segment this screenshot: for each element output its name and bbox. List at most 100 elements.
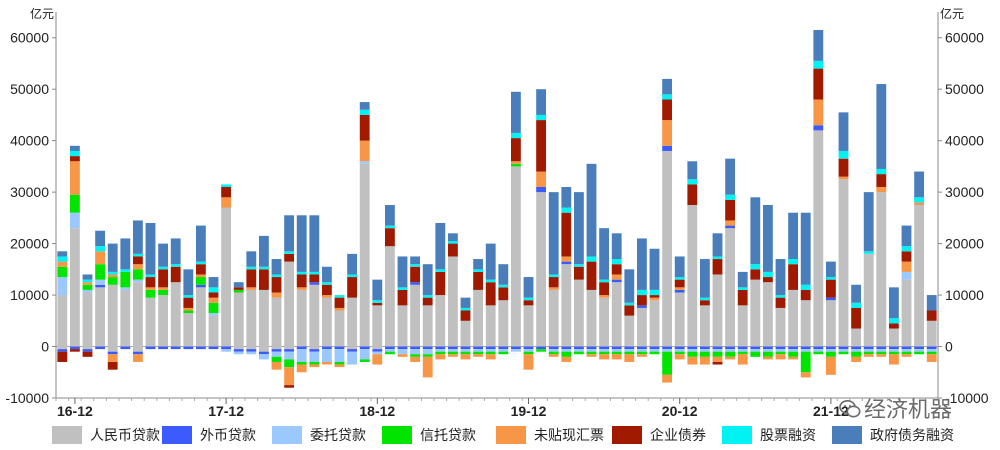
bar-segment (82, 351, 93, 357)
bar-segment (775, 259, 786, 296)
bar-segment (838, 158, 849, 177)
legend-label: 人民币贷款 (90, 427, 160, 443)
bar-segment (95, 279, 106, 285)
y-tick-label-left: 0 (41, 339, 49, 355)
bar-segment (800, 300, 811, 347)
bar-segment (876, 351, 887, 355)
bar-segment (573, 279, 584, 347)
bar-segment (309, 361, 320, 365)
bar-segment (662, 349, 673, 352)
bar-segment (145, 289, 156, 298)
bar-segment (258, 269, 269, 290)
bar-segment (762, 346, 773, 350)
bar-segment (158, 289, 169, 296)
bar-segment (536, 186, 547, 193)
bar-segment (750, 197, 761, 265)
bar-segment (926, 310, 937, 321)
bar-segment (372, 354, 383, 365)
bar-segment (838, 349, 849, 352)
bar-segment (523, 277, 534, 298)
bar-segment (145, 223, 156, 275)
bar-segment (901, 354, 912, 357)
bar-segment (674, 354, 685, 360)
bar-segment (271, 356, 282, 362)
bar-segment (851, 351, 862, 357)
bar-segment (536, 192, 547, 347)
bar-segment (725, 220, 736, 226)
bar-segment (132, 354, 143, 362)
bar-segment (195, 346, 206, 350)
bar-segment (624, 302, 635, 306)
bar-segment (800, 284, 811, 290)
bar-segment (901, 261, 912, 272)
bar-segment (888, 349, 899, 352)
bar-segment (397, 349, 408, 355)
bar-segment (825, 277, 836, 280)
bar-segment (750, 351, 761, 357)
bar-segment (410, 264, 421, 267)
watermark: 经济机器 (838, 392, 952, 424)
bar-segment (296, 364, 307, 373)
bar-segment (246, 266, 257, 270)
legend-item: 外币贷款 (162, 424, 256, 446)
bar-segment (636, 346, 647, 350)
bar-segment (384, 205, 395, 226)
bar-segment (662, 120, 673, 146)
bar-segment (498, 264, 509, 285)
bar-segment (926, 320, 937, 347)
bar-segment (372, 302, 383, 306)
x-tick-label: 19-12 (511, 403, 547, 419)
bar-segment (901, 246, 912, 252)
bar-segment (687, 184, 698, 205)
legend-label: 信托贷款 (420, 427, 476, 443)
bar-segment (863, 349, 874, 352)
bar-segment (699, 297, 710, 301)
bar-segment (876, 346, 887, 350)
bar-segment (599, 297, 610, 347)
bar-segment (498, 351, 509, 355)
bar-segment (737, 287, 748, 290)
bar-segment (825, 346, 836, 350)
bar-segment (750, 264, 761, 270)
bar-segment (775, 351, 786, 355)
bar-segment (674, 256, 685, 278)
bar-segment (876, 192, 887, 347)
bar-segment (901, 349, 912, 352)
bar-segment (914, 202, 925, 205)
bar-segment (548, 277, 559, 288)
bar-segment (888, 346, 899, 350)
bar-segment (208, 277, 219, 288)
bar-segment (762, 271, 773, 278)
bar-segment (611, 274, 622, 280)
bar-segment (498, 349, 509, 352)
bar-segment (208, 346, 219, 350)
bar-segment (95, 284, 106, 288)
bar-segment (510, 166, 521, 347)
bar-segment (649, 295, 660, 298)
bar-segment (624, 349, 635, 352)
bar-segment (107, 354, 118, 362)
bar-segment (838, 112, 849, 151)
legend-swatch (722, 426, 752, 444)
bar-segment (851, 349, 862, 352)
bar-segment (548, 346, 559, 350)
bar-segment (460, 349, 471, 352)
bar-segment (422, 356, 433, 378)
bar-segment (397, 287, 408, 290)
bar-segment (246, 289, 257, 347)
bar-segment (712, 356, 723, 362)
bar-segment (687, 161, 698, 180)
bar-segment (447, 346, 458, 350)
bar-segment (611, 264, 622, 275)
bar-segment (296, 349, 307, 362)
legend-item: 股票融资 (722, 424, 816, 446)
bar-segment (334, 349, 345, 362)
bar-segment (737, 289, 748, 306)
bar-segment (548, 349, 559, 352)
legend-swatch (272, 426, 302, 444)
bar-segment (145, 346, 156, 350)
y-tick-label-left: 60000 (10, 30, 49, 46)
bar-segment (145, 297, 156, 347)
bar-segment (523, 349, 534, 352)
